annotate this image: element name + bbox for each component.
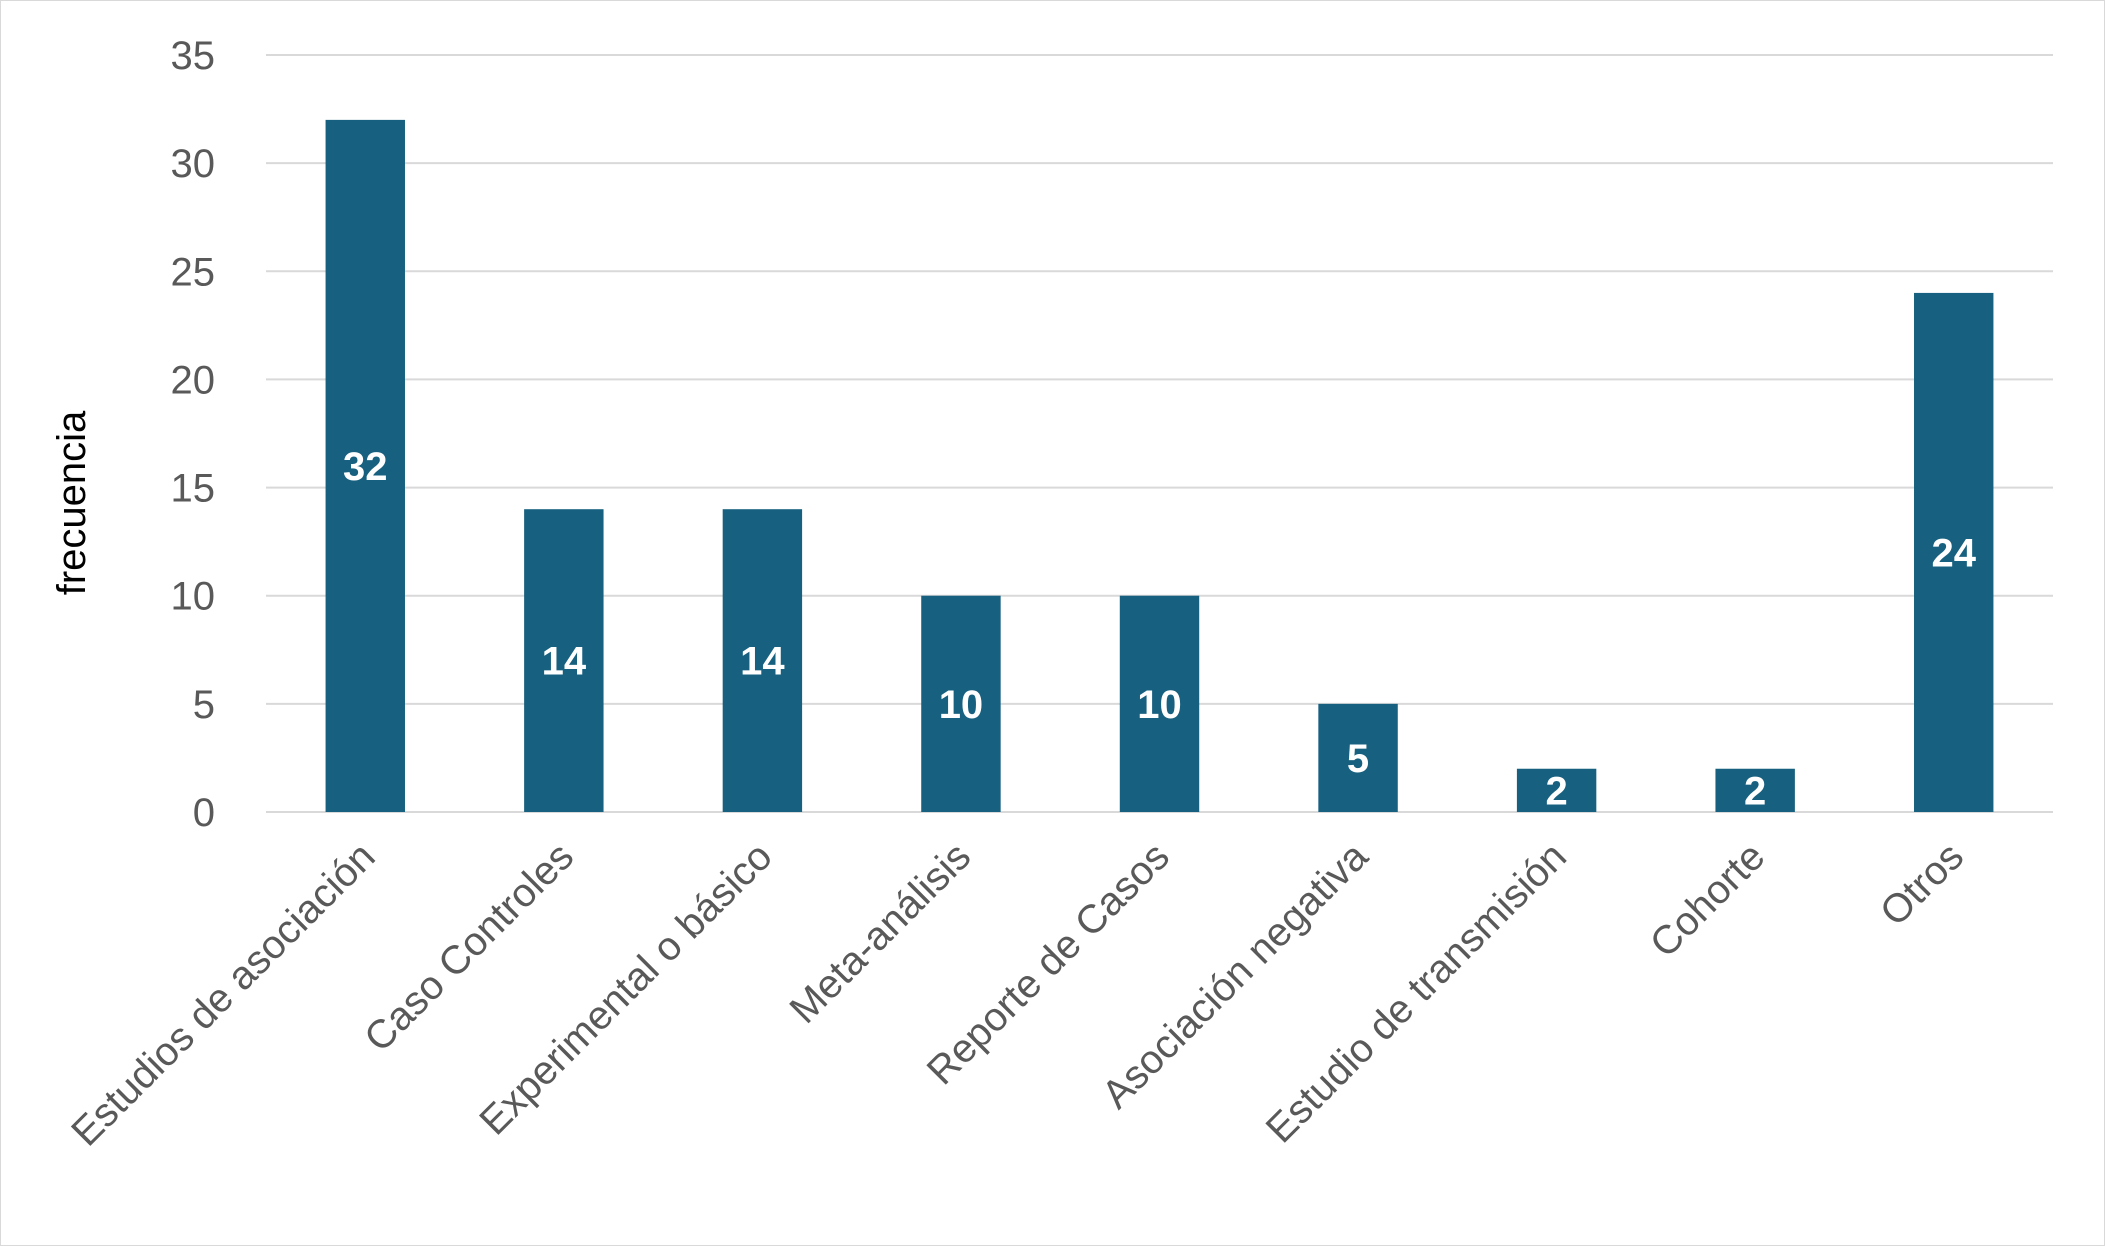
bars xyxy=(325,119,1994,812)
data-label: 10 xyxy=(1137,683,1182,727)
bar xyxy=(524,509,604,812)
y-axis-label: frecuencia xyxy=(50,410,94,595)
y-tick-label: 30 xyxy=(171,142,216,186)
x-tick-label: Estudios de asociación xyxy=(63,834,383,1154)
bar xyxy=(325,119,405,812)
x-tick-label: Otros xyxy=(1872,834,1972,934)
bar xyxy=(1516,768,1597,812)
data-label: 5 xyxy=(1347,737,1369,781)
x-tick-label: Cohorte xyxy=(1642,834,1774,966)
y-tick-label: 25 xyxy=(171,250,216,294)
data-label: 32 xyxy=(343,445,388,489)
data-labels: 32 14 14 10 10 5 2 2 24 xyxy=(343,445,1977,813)
data-label: 10 xyxy=(939,683,984,727)
bar xyxy=(722,509,803,812)
bar xyxy=(1318,703,1398,812)
x-tick-label: Meta-análisis xyxy=(782,834,980,1032)
data-label: 24 xyxy=(1931,531,1976,575)
data-label: 2 xyxy=(1545,769,1567,813)
x-tick-label: Caso Controles xyxy=(356,834,582,1060)
y-tick-label: 5 xyxy=(193,683,215,727)
y-tick-label: 15 xyxy=(171,467,216,511)
data-label: 14 xyxy=(740,640,785,684)
y-tick-label: 0 xyxy=(193,791,215,835)
y-tick-label: 20 xyxy=(171,358,216,402)
y-tick-label: 35 xyxy=(171,34,216,78)
bar xyxy=(1715,768,1795,812)
data-label: 2 xyxy=(1744,769,1766,813)
bar xyxy=(1914,292,1994,812)
data-label: 14 xyxy=(542,640,587,684)
bar xyxy=(921,595,1001,812)
y-tick-label: 10 xyxy=(171,575,216,619)
bar xyxy=(1119,595,1200,812)
y-axis-ticks: 0 5 10 15 20 25 30 35 xyxy=(171,34,216,835)
